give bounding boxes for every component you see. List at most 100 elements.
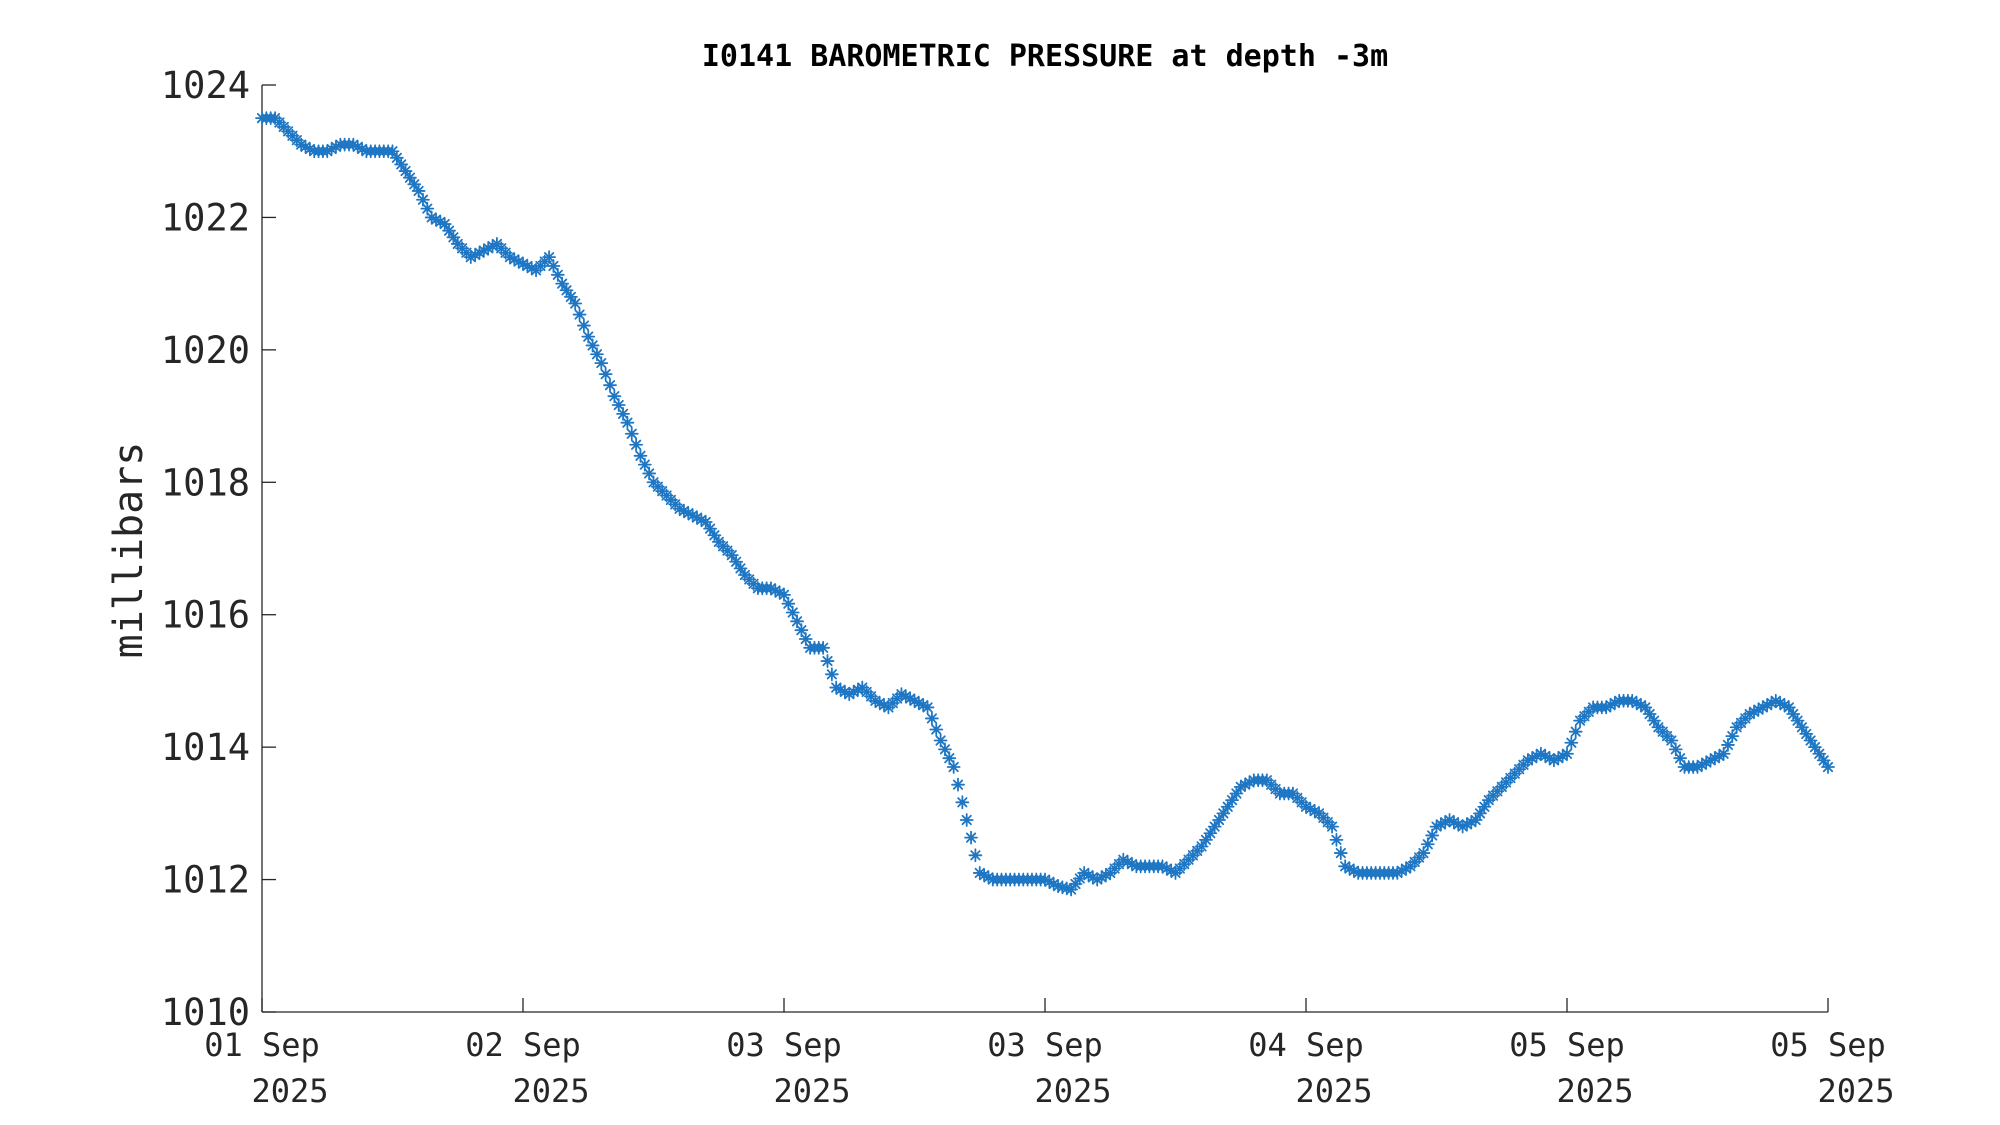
x-tick-label-date: 01 Sep bbox=[204, 1026, 320, 1064]
data-point bbox=[1438, 815, 1453, 830]
data-point bbox=[1155, 859, 1170, 874]
data-point bbox=[407, 177, 422, 192]
data-point bbox=[1764, 696, 1779, 710]
data-point bbox=[968, 848, 983, 863]
data-point bbox=[1216, 806, 1231, 821]
data-point bbox=[503, 250, 517, 265]
data-point bbox=[481, 241, 496, 256]
data-point bbox=[1534, 746, 1548, 761]
data-point bbox=[785, 605, 800, 620]
data-point bbox=[833, 682, 848, 697]
data-point bbox=[1442, 813, 1457, 827]
data-point bbox=[1325, 819, 1339, 834]
data-point bbox=[816, 640, 831, 655]
data-point bbox=[1716, 746, 1731, 761]
data-point bbox=[1725, 729, 1740, 744]
data-point bbox=[633, 448, 648, 463]
data-point bbox=[1781, 700, 1796, 715]
data-point bbox=[1203, 826, 1218, 841]
data-point bbox=[463, 250, 478, 265]
data-point bbox=[1568, 724, 1583, 739]
data-point bbox=[1164, 863, 1179, 878]
data-point bbox=[820, 654, 835, 668]
data-point bbox=[1634, 698, 1648, 713]
y-tick-label: 1012 bbox=[161, 859, 250, 902]
data-point bbox=[1220, 799, 1235, 814]
data-point bbox=[420, 201, 435, 216]
data-point bbox=[1451, 817, 1466, 832]
data-point bbox=[777, 587, 791, 602]
data-point bbox=[394, 157, 409, 172]
data-point bbox=[685, 508, 700, 523]
data-point bbox=[929, 722, 944, 737]
data-point bbox=[398, 164, 413, 178]
data-point bbox=[424, 210, 439, 225]
data-point bbox=[1560, 746, 1574, 761]
data-point bbox=[1564, 735, 1579, 750]
data-point bbox=[724, 548, 739, 563]
data-point bbox=[1821, 760, 1835, 774]
data-point bbox=[1708, 751, 1722, 766]
data-point bbox=[681, 506, 696, 521]
data-point bbox=[1555, 749, 1570, 763]
data-point bbox=[1242, 775, 1257, 790]
y-tick-label: 1020 bbox=[161, 329, 250, 372]
data-point bbox=[603, 378, 617, 393]
x-tick-label-date: 02 Sep bbox=[465, 1026, 581, 1064]
data-point bbox=[764, 581, 778, 596]
y-axis-label: millibars bbox=[106, 442, 152, 659]
data-point bbox=[1694, 757, 1709, 772]
data-point bbox=[824, 667, 839, 682]
data-point bbox=[350, 139, 365, 154]
x-tick-label-date: 05 Sep bbox=[1509, 1026, 1625, 1064]
data-point bbox=[1747, 704, 1761, 719]
data-point bbox=[903, 691, 918, 706]
data-point bbox=[1721, 738, 1735, 752]
data-point bbox=[1072, 871, 1087, 886]
data-point bbox=[294, 137, 309, 152]
data-point bbox=[1607, 696, 1622, 710]
data-point bbox=[1447, 815, 1461, 830]
data-point bbox=[1464, 815, 1479, 830]
data-point bbox=[320, 144, 335, 159]
data-point bbox=[1425, 828, 1440, 843]
data-point bbox=[1338, 859, 1353, 874]
data-point bbox=[1303, 802, 1318, 816]
data-point bbox=[1799, 727, 1814, 741]
data-point bbox=[1473, 806, 1487, 821]
data-point bbox=[298, 139, 313, 154]
data-point bbox=[1773, 696, 1788, 710]
data-point bbox=[1307, 804, 1322, 819]
data-point bbox=[642, 466, 657, 481]
data-point bbox=[355, 142, 369, 156]
data-point bbox=[1433, 817, 1448, 832]
data-point bbox=[1064, 882, 1078, 897]
data-point bbox=[981, 870, 996, 885]
data-point bbox=[703, 521, 717, 536]
data-point bbox=[846, 685, 861, 699]
data-point bbox=[1194, 839, 1209, 854]
chart-title: I0141 BAROMETRIC PRESSURE at depth -3m bbox=[702, 39, 1388, 74]
data-point bbox=[594, 356, 609, 370]
data-point bbox=[1642, 707, 1657, 721]
data-point bbox=[511, 254, 526, 269]
data-point bbox=[907, 693, 922, 708]
data-point bbox=[977, 868, 991, 883]
data-point bbox=[933, 733, 948, 748]
data-point bbox=[1199, 832, 1213, 847]
data-point bbox=[1460, 817, 1474, 832]
data-point bbox=[851, 682, 865, 697]
data-point bbox=[1085, 870, 1100, 885]
data-point bbox=[959, 813, 974, 827]
data-point bbox=[1346, 863, 1361, 878]
data-point bbox=[1755, 700, 1770, 715]
data-point bbox=[925, 711, 939, 726]
data-point bbox=[1647, 713, 1661, 728]
data-point bbox=[1038, 872, 1052, 887]
data-point bbox=[1046, 877, 1061, 891]
data-point bbox=[898, 689, 913, 704]
data-point bbox=[911, 696, 926, 710]
x-tick-label-year: 2025 bbox=[251, 1072, 328, 1110]
data-point bbox=[916, 698, 931, 713]
